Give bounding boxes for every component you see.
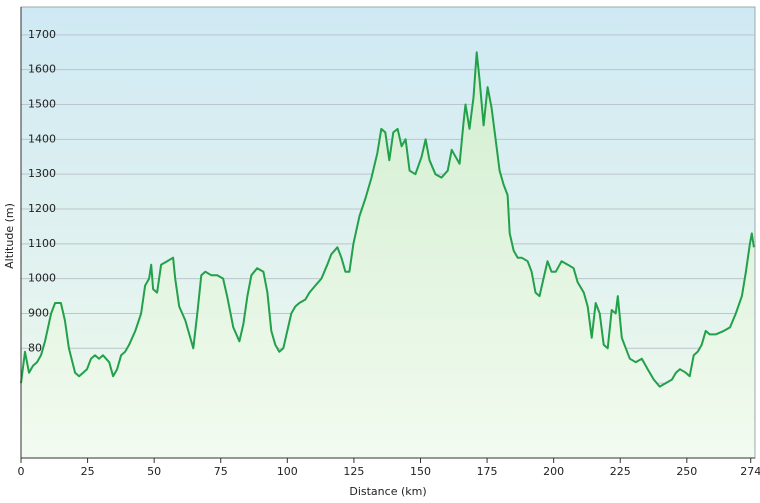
x-tick-label: 225 <box>610 465 631 478</box>
y-tick-label: 1500 <box>28 98 56 111</box>
elevation-line <box>20 51 755 388</box>
x-tick-label: 125 <box>343 465 364 478</box>
x-tick-label: 175 <box>477 465 498 478</box>
x-tick-label: 25 <box>81 465 95 478</box>
x-tick-label: 0 <box>18 465 25 478</box>
x-axis-label: Distance (km) <box>349 485 426 498</box>
y-tick-label: 1600 <box>28 63 56 76</box>
area-fill <box>21 52 754 459</box>
x-tick-label: 274 <box>740 465 760 478</box>
y-tick-label: 900 <box>28 306 49 319</box>
x-tick-label: 100 <box>277 465 298 478</box>
y-tick-label: 1000 <box>28 272 56 285</box>
x-tick-label: 150 <box>410 465 431 478</box>
y-tick-label: 1200 <box>28 202 56 215</box>
x-tick-label: 200 <box>543 465 564 478</box>
x-tick-label: 50 <box>147 465 161 478</box>
x-tick-label: 250 <box>676 465 697 478</box>
x-tick-label: 75 <box>214 465 228 478</box>
y-tick-label: 1100 <box>28 237 56 250</box>
y-tick-label: 1300 <box>28 167 56 180</box>
y-tick-label: 1700 <box>28 28 56 41</box>
y-axis-label: Altitude (m) <box>3 203 16 269</box>
y-tick-label: 1400 <box>28 132 56 145</box>
